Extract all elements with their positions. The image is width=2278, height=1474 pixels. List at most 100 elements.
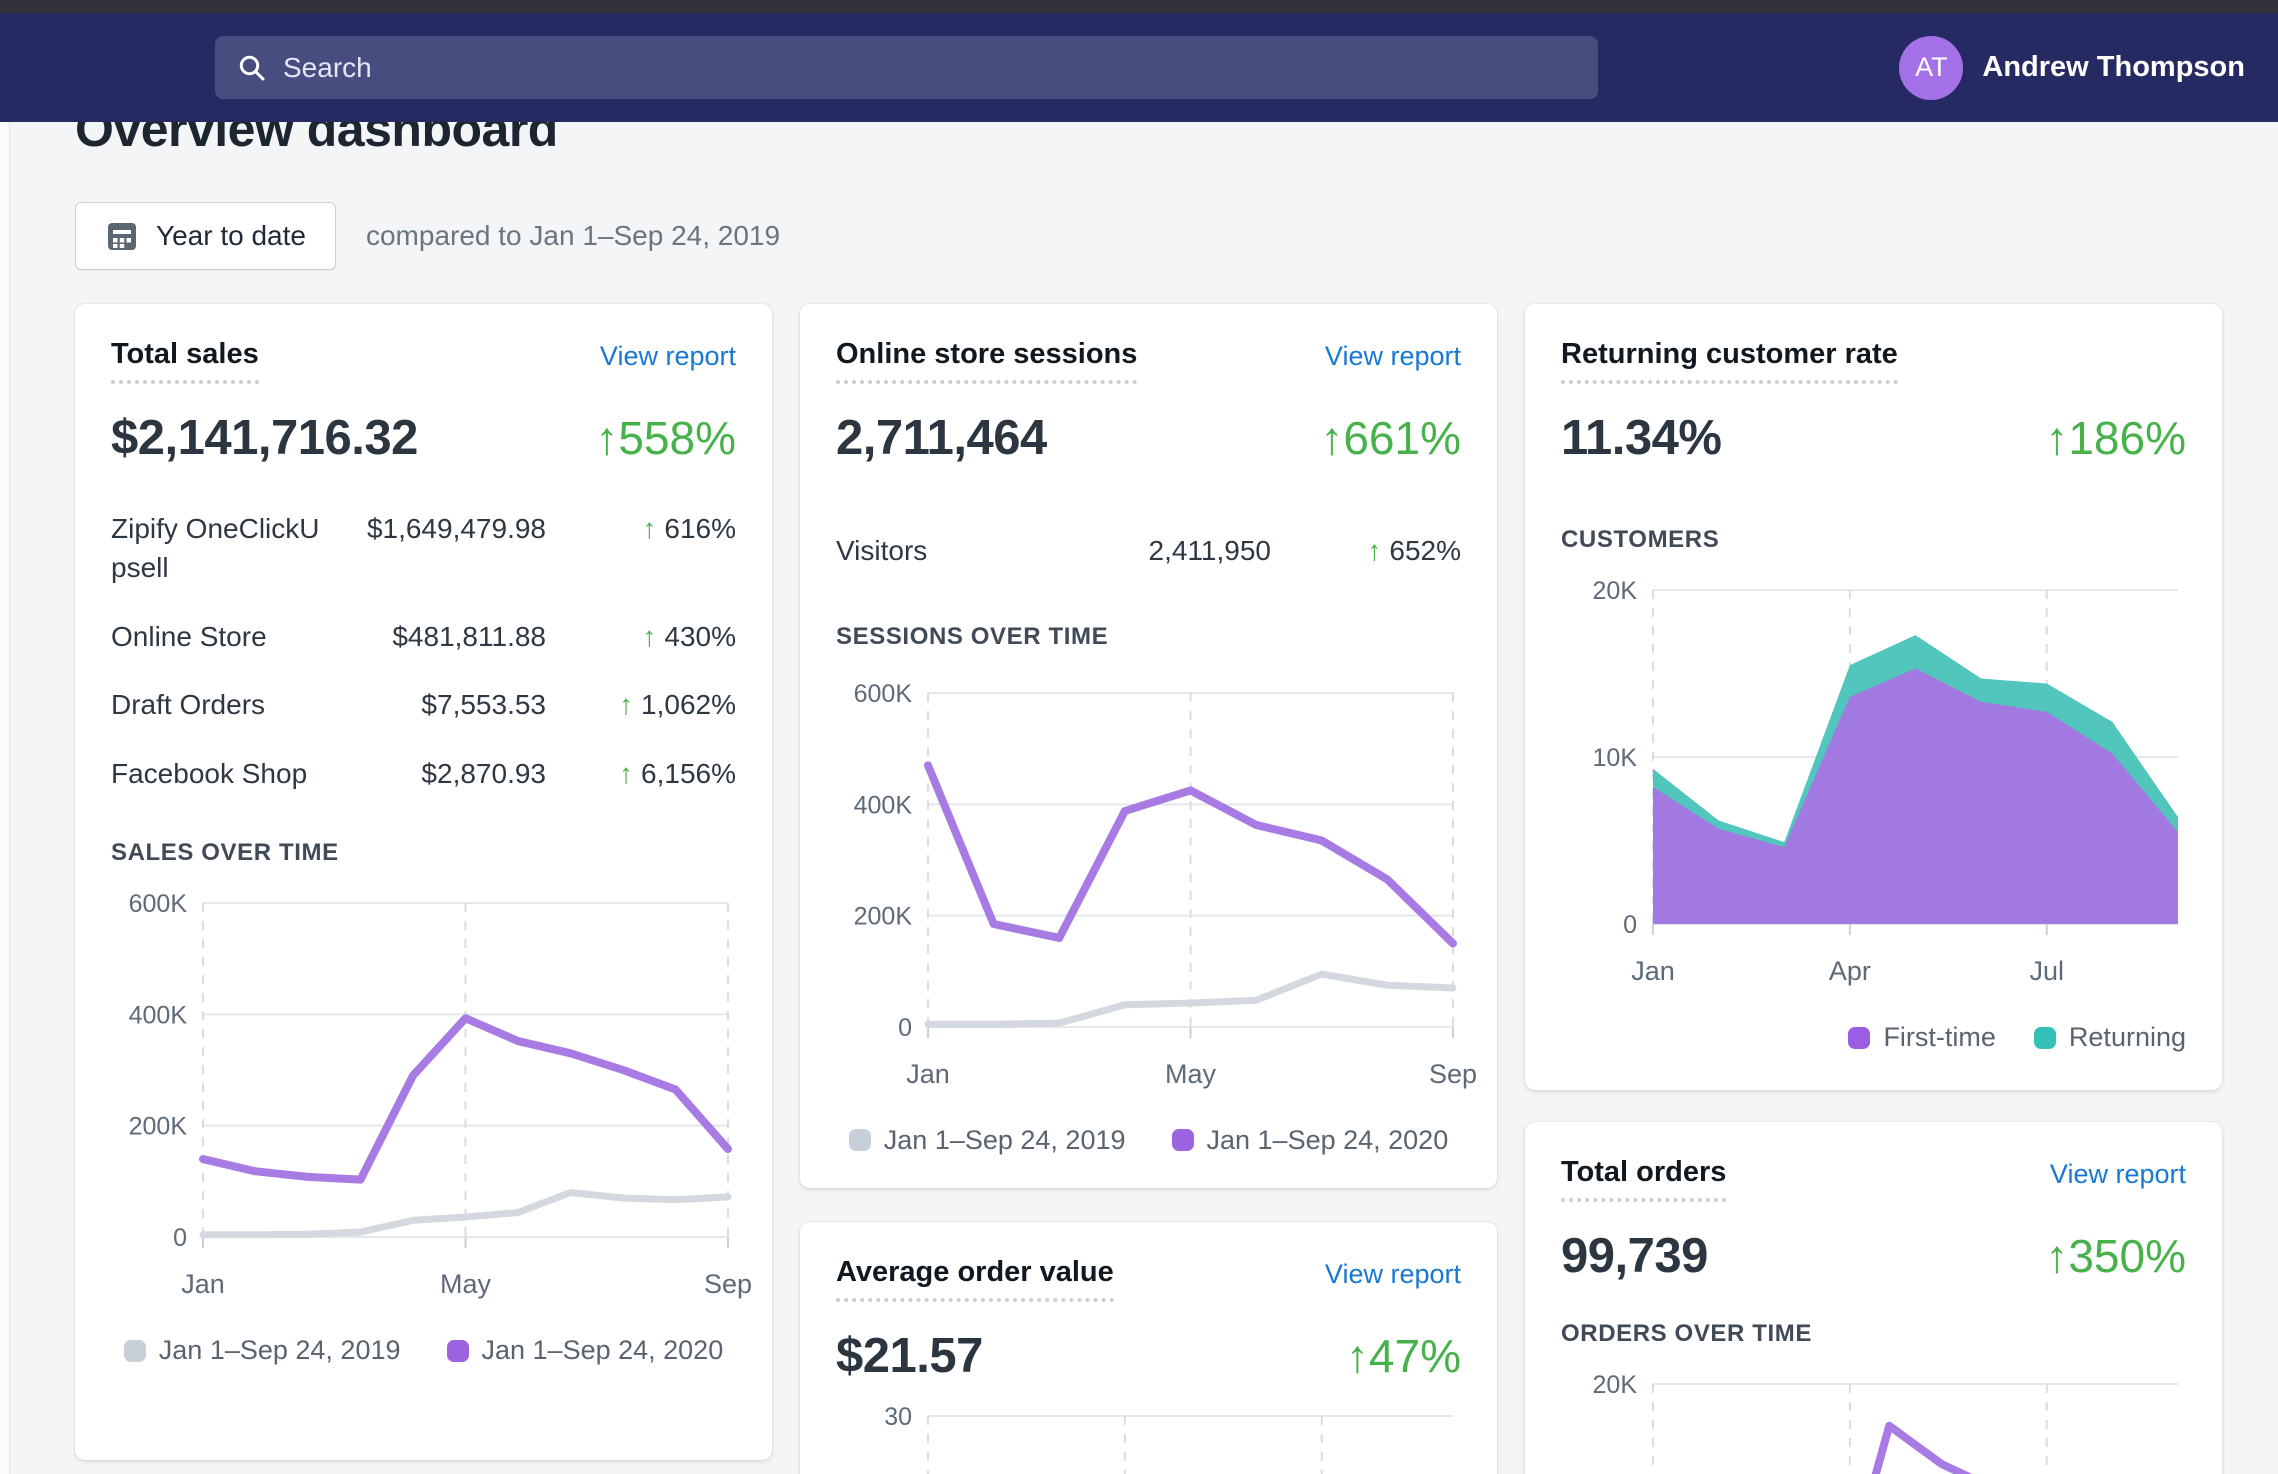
legend-item-2019: Jan 1–Sep 24, 2019 — [123, 1335, 401, 1366]
returning-rate-value: 11.34% — [1561, 411, 1722, 466]
customers-area-chart[interactable]: 20K 10K 0 Jan Apr Jul — [1561, 574, 2186, 1008]
card-total-orders: Total orders View report 99,739 ↑350% OR… — [1525, 1122, 2222, 1474]
svg-text:200K: 200K — [854, 903, 913, 931]
legend-item-returning: Returning — [2033, 1022, 2186, 1053]
card-title-aov[interactable]: Average order value — [836, 1256, 1114, 1303]
svg-text:Jul: Jul — [2029, 956, 2064, 986]
legend-swatch-first-time — [1848, 1026, 1871, 1049]
sessions-delta: ↑661% — [1320, 412, 1461, 465]
legend-swatch-2019 — [123, 1339, 146, 1362]
aov-delta: ↑47% — [1345, 1330, 1461, 1383]
section-label-sessions-over-time: SESSIONS OVER TIME — [836, 622, 1109, 650]
sales-breakdown-list: Zipify OneClickUpsell $1,649,479.98 ↑ 616… — [111, 510, 736, 793]
left-rail — [0, 122, 10, 1474]
view-report-link-sessions[interactable]: View report — [1324, 341, 1461, 371]
chart-legend: Jan 1–Sep 24, 2019 Jan 1–Sep 24, 2020 — [111, 1335, 736, 1366]
arrow-up-icon: ↑ — [2045, 1230, 2069, 1283]
list-item: Online Store $481,811.88 ↑ 430% — [111, 620, 736, 652]
card-title-sessions[interactable]: Online store sessions — [836, 338, 1138, 385]
arrow-up-icon: ↑ — [642, 513, 657, 545]
svg-text:May: May — [440, 1269, 492, 1299]
legend-item-first-time: First-time — [1848, 1022, 1996, 1053]
svg-text:20K: 20K — [1593, 1371, 1638, 1399]
svg-text:0: 0 — [1623, 911, 1637, 939]
legend-swatch-2020 — [446, 1339, 469, 1362]
user-menu[interactable]: AT Andrew Thompson — [1899, 13, 2245, 122]
avatar-initials: AT — [1915, 52, 1948, 82]
svg-text:400K: 400K — [129, 1002, 188, 1030]
arrow-up-icon: ↑ — [642, 620, 657, 652]
svg-text:Jan: Jan — [906, 1059, 950, 1089]
aov-over-time-chart[interactable]: 3020100JanAprJul — [836, 1400, 1461, 1474]
arrow-up-icon: ↑ — [2045, 412, 2069, 465]
arrow-up-icon: ↑ — [595, 412, 619, 465]
sessions-value: 2,711,464 — [836, 411, 1047, 466]
svg-text:Apr: Apr — [1829, 956, 1871, 986]
list-item: Draft Orders $7,553.53 ↑ 1,062% — [111, 689, 736, 721]
card-title-total-orders[interactable]: Total orders — [1561, 1156, 1727, 1203]
svg-text:Jan: Jan — [1631, 956, 1675, 986]
svg-text:Sep: Sep — [1429, 1059, 1477, 1089]
arrow-up-icon: ↑ — [1320, 412, 1344, 465]
chart-legend: First-time Returning — [1561, 1022, 2186, 1053]
view-report-link-aov[interactable]: View report — [1324, 1259, 1461, 1289]
avatar[interactable]: AT — [1899, 35, 1964, 100]
svg-text:20K: 20K — [1593, 577, 1638, 605]
card-average-order-value: Average order value View report $21.57 ↑… — [800, 1222, 1497, 1474]
arrow-up-icon: ↑ — [619, 757, 634, 789]
arrow-up-icon: ↑ — [619, 689, 634, 721]
date-range-button[interactable]: Year to date — [75, 202, 336, 270]
aov-value: $21.57 — [836, 1329, 983, 1384]
legend-swatch-returning — [2033, 1026, 2056, 1049]
legend-item-2020: Jan 1–Sep 24, 2020 — [446, 1335, 723, 1366]
date-filter-row: Year to date compared to Jan 1–Sep 24, 2… — [75, 202, 780, 270]
arrow-up-icon: ↑ — [1345, 1330, 1369, 1383]
svg-text:600K: 600K — [129, 890, 188, 918]
view-report-link-total-sales[interactable]: View report — [599, 341, 736, 371]
section-label-customers: CUSTOMERS — [1561, 526, 1720, 554]
date-range-label: Year to date — [156, 220, 306, 251]
search-bar[interactable] — [215, 36, 1598, 99]
calendar-icon — [108, 223, 136, 250]
section-label-orders-over-time: ORDERS OVER TIME — [1561, 1320, 1812, 1348]
browser-chrome-strip — [0, 0, 2278, 13]
svg-text:May: May — [1165, 1059, 1217, 1089]
section-label-sales-over-time: SALES OVER TIME — [111, 839, 339, 867]
search-icon — [239, 55, 265, 80]
svg-text:0: 0 — [173, 1224, 187, 1252]
user-name: Andrew Thompson — [1982, 51, 2245, 83]
svg-text:200K: 200K — [129, 1113, 188, 1141]
svg-text:Jan: Jan — [181, 1269, 225, 1299]
list-item: Zipify OneClickUpsell $1,649,479.98 ↑ 616… — [111, 513, 736, 583]
compare-period-text: compared to Jan 1–Sep 24, 2019 — [365, 220, 781, 251]
card-online-store-sessions: Online store sessions View report 2,711,… — [800, 304, 1497, 1188]
legend-swatch-2019 — [848, 1129, 871, 1152]
total-sales-value: $2,141,716.32 — [111, 411, 418, 466]
orders-delta: ↑350% — [2045, 1230, 2186, 1283]
chart-legend: Jan 1–Sep 24, 2019 Jan 1–Sep 24, 2020 — [836, 1125, 1461, 1156]
legend-item-2019: Jan 1–Sep 24, 2019 — [848, 1125, 1126, 1156]
card-title-returning-rate[interactable]: Returning customer rate — [1561, 338, 1898, 385]
sales-over-time-chart[interactable]: 600K 400K 200K 0 Jan May Sep — [111, 887, 752, 1321]
orders-value: 99,739 — [1561, 1229, 1708, 1284]
sessions-over-time-chart[interactable]: 600K 400K 200K 0 Jan May Sep — [836, 677, 1477, 1111]
list-item: Facebook Shop $2,870.93 ↑ 6,156% — [111, 757, 736, 789]
svg-text:400K: 400K — [854, 791, 913, 819]
svg-text:10K: 10K — [1593, 744, 1638, 772]
top-nav: AT Andrew Thompson — [0, 13, 2278, 122]
svg-text:Sep: Sep — [704, 1269, 752, 1299]
total-sales-delta: ↑558% — [595, 412, 736, 465]
sessions-breakdown-list: Visitors 2,411,950 ↑ 652% — [836, 532, 1461, 571]
svg-text:0: 0 — [898, 1014, 912, 1042]
search-input[interactable] — [283, 51, 1576, 84]
view-report-link-orders[interactable]: View report — [2049, 1159, 2186, 1189]
card-title-total-sales[interactable]: Total sales — [111, 338, 259, 385]
arrow-up-icon: ↑ — [1367, 535, 1382, 567]
card-returning-customer-rate: Returning customer rate 11.34% ↑186% CUS… — [1525, 304, 2222, 1090]
svg-text:600K: 600K — [854, 680, 913, 708]
legend-swatch-2020 — [1171, 1129, 1194, 1152]
list-item: Visitors 2,411,950 ↑ 652% — [836, 535, 1461, 567]
svg-text:30: 30 — [884, 1403, 912, 1431]
returning-rate-delta: ↑186% — [2045, 412, 2186, 465]
